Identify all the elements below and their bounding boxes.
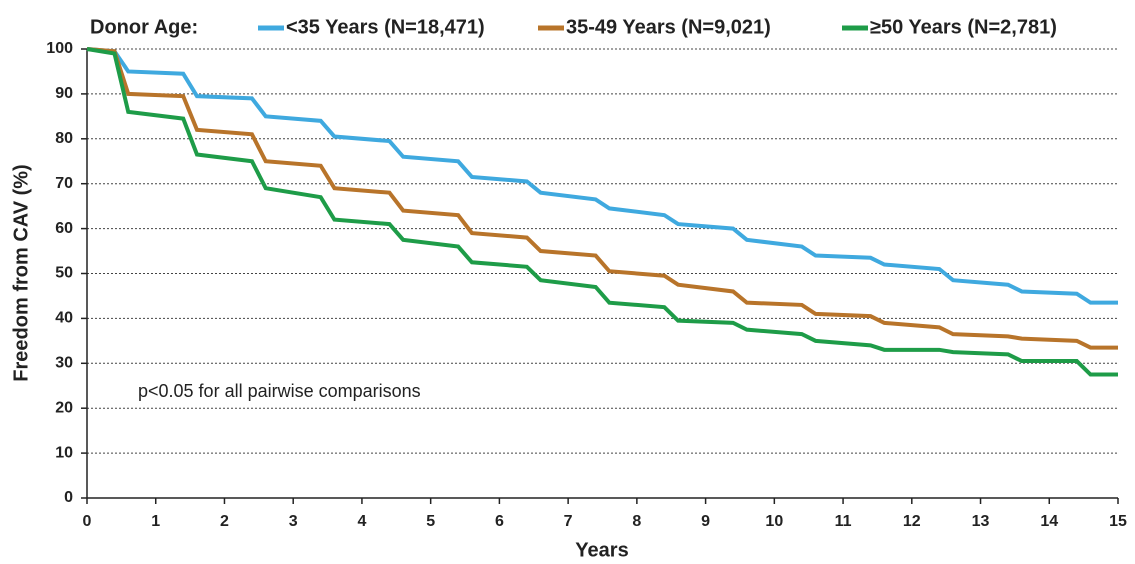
x-tick-label: 14 — [1040, 513, 1058, 530]
x-tick-label: 9 — [701, 513, 710, 530]
series-line — [86, 47, 1118, 350]
y-tick-label: 70 — [55, 175, 73, 192]
annotation: p<0.05 for all pairwise comparisons — [138, 381, 421, 401]
legend-title: Donor Age: — [90, 16, 198, 38]
x-tick-label: 15 — [1109, 513, 1127, 530]
y-tick-label: 100 — [46, 40, 73, 57]
x-tick-label: 10 — [765, 513, 783, 530]
x-axis-label: Years — [575, 539, 628, 561]
x-tick-label: 6 — [495, 513, 504, 530]
y-tick-label: 20 — [55, 399, 73, 416]
x-tick-label: 12 — [903, 513, 921, 530]
legend-label: <35 Years (N=18,471) — [286, 16, 485, 38]
y-axis-label: Freedom from CAV (%) — [10, 164, 32, 381]
y-tick-label: 60 — [55, 220, 73, 237]
series-line — [86, 47, 1118, 377]
y-tick-label: 30 — [55, 355, 73, 372]
x-tick-label: 3 — [289, 513, 298, 530]
x-tick-label: 1 — [151, 513, 160, 530]
x-tick-label: 4 — [357, 513, 366, 530]
y-tick-label: 0 — [64, 489, 73, 506]
y-tick-label: 40 — [55, 310, 73, 327]
y-tick-label: 10 — [55, 444, 73, 461]
x-tick-label: 7 — [564, 513, 573, 530]
x-tick-label: 0 — [83, 513, 92, 530]
y-tick-label: 90 — [55, 85, 73, 102]
legend-label: 35-49 Years (N=9,021) — [566, 16, 771, 38]
y-tick-label: 80 — [55, 130, 73, 147]
x-tick-label: 11 — [835, 513, 852, 530]
x-tick-label: 2 — [220, 513, 229, 530]
x-tick-label: 5 — [426, 513, 435, 530]
x-tick-label: 8 — [632, 513, 641, 530]
legend-label: ≥50 Years (N=2,781) — [870, 16, 1057, 38]
series-line — [86, 47, 1118, 305]
y-tick-label: 50 — [55, 265, 73, 282]
x-tick-label: 13 — [972, 513, 990, 530]
